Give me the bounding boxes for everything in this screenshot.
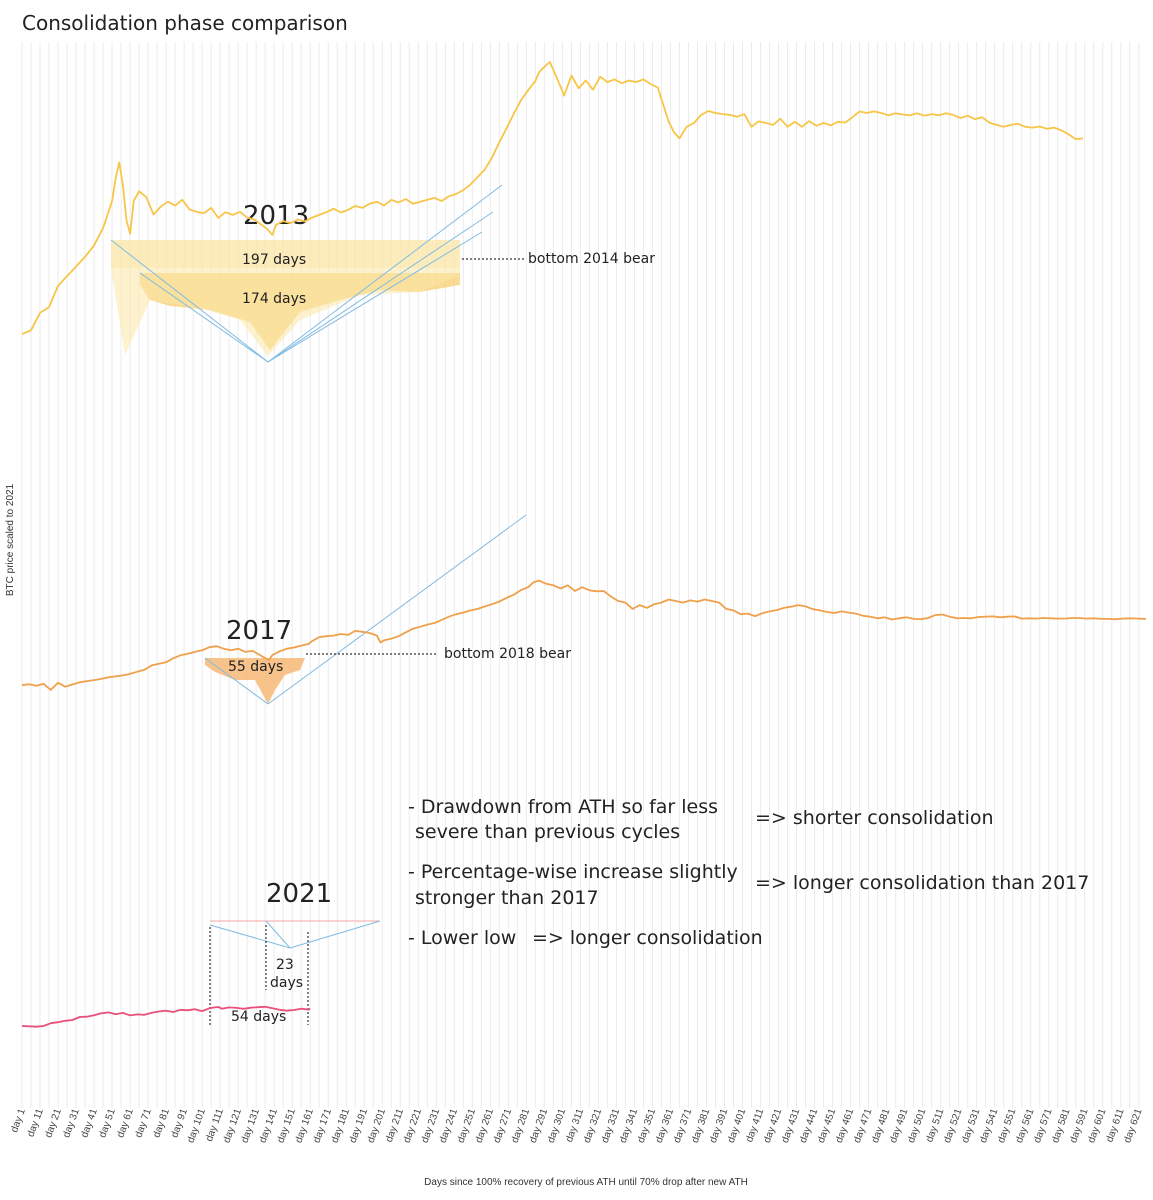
band-197-days bbox=[111, 240, 460, 268]
series-line-2021 bbox=[21, 1005, 311, 1028]
label-174-days: 174 days bbox=[242, 291, 306, 307]
note-1-line-2: severe than previous cycles bbox=[415, 821, 680, 843]
year-label-2017: 2017 bbox=[226, 616, 292, 646]
series-line-2017 bbox=[21, 579, 1147, 691]
x-axis-label: Days since 100% recovery of previous ATH… bbox=[424, 1177, 748, 1188]
wedge-line bbox=[139, 272, 269, 363]
note-1-line-1: - Drawdown from ATH so far less bbox=[408, 796, 718, 818]
label-23: 23 bbox=[276, 957, 294, 973]
wedge-line bbox=[267, 211, 494, 363]
wedge-line bbox=[204, 657, 269, 705]
label-bottom-2014-bear: bottom 2014 bear bbox=[528, 251, 655, 267]
note-2-line-1: - Percentage-wise increase slightly bbox=[408, 861, 738, 883]
annotation-2017 bbox=[204, 514, 527, 705]
note-3-line-1: - Lower low bbox=[408, 927, 516, 949]
label-55-days: 55 days bbox=[228, 659, 283, 675]
series-layer bbox=[21, 61, 1147, 1028]
year-label-2021: 2021 bbox=[266, 879, 332, 909]
wedge-line bbox=[267, 514, 527, 705]
note-3-conclusion: => longer consolidation bbox=[532, 927, 763, 949]
wedge-line bbox=[209, 924, 291, 949]
wedge-line bbox=[265, 920, 291, 949]
wedge-line bbox=[110, 239, 269, 363]
chart-title: Consolidation phase comparison bbox=[22, 11, 348, 35]
label-197-days: 197 days bbox=[242, 252, 306, 268]
wedge-line bbox=[289, 920, 381, 949]
band-55-days bbox=[205, 658, 305, 704]
label-23-days: days bbox=[270, 975, 303, 991]
note-1-conclusion: => shorter consolidation bbox=[755, 807, 994, 829]
grid bbox=[21, 42, 1140, 1108]
wedge-line bbox=[267, 184, 503, 363]
label-bottom-2018-bear: bottom 2018 bear bbox=[444, 646, 571, 662]
annotation-2013 bbox=[110, 184, 525, 363]
y-axis-label: BTC price scaled to 2021 bbox=[5, 483, 16, 596]
fill-2013-dip bbox=[111, 268, 460, 356]
series-line-2013 bbox=[21, 61, 1084, 335]
wedge-line bbox=[267, 231, 483, 363]
label-54-days: 54 days bbox=[231, 1009, 286, 1025]
note-2-conclusion: => longer consolidation than 2017 bbox=[755, 872, 1089, 894]
note-2-line-2: stronger than 2017 bbox=[415, 887, 599, 909]
